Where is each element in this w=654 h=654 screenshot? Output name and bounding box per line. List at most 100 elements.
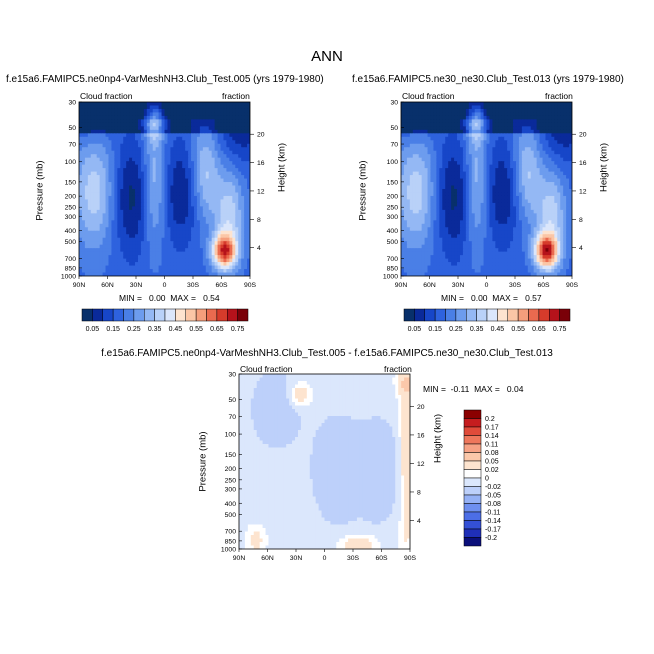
field-cell	[486, 189, 491, 194]
field-cell	[196, 140, 201, 145]
field-cell	[188, 272, 192, 276]
field-cell	[442, 161, 446, 166]
field-cell	[492, 168, 496, 173]
field-cell	[170, 220, 174, 225]
field-cell	[406, 136, 411, 141]
field-cell	[401, 129, 405, 134]
field-cell	[211, 136, 216, 141]
field-cell	[421, 143, 426, 148]
field-cell	[173, 182, 177, 187]
field-cell	[176, 223, 180, 228]
field-cell	[468, 136, 473, 141]
field-cell	[81, 265, 86, 270]
field-cell	[111, 150, 115, 155]
field-cell	[439, 206, 443, 211]
field-cell	[527, 129, 532, 134]
field-cell	[217, 143, 222, 148]
field-cell	[137, 269, 142, 274]
field-cell	[489, 150, 493, 155]
field-cell	[459, 182, 464, 187]
field-cell	[99, 244, 104, 249]
field-cell	[542, 171, 547, 176]
field-cell	[90, 126, 95, 131]
field-cell	[108, 119, 113, 124]
field-cell	[108, 182, 113, 187]
field-cell	[507, 175, 511, 180]
field-cell	[111, 192, 115, 197]
field-cell	[412, 220, 417, 225]
field-cell	[146, 209, 151, 214]
field-cell	[96, 126, 101, 131]
field-cell	[465, 213, 470, 218]
field-cell	[132, 255, 136, 260]
field-cell	[223, 147, 228, 152]
field-cell	[465, 157, 470, 162]
field-cell	[530, 182, 535, 187]
field-cell	[510, 161, 514, 166]
field-cell	[211, 119, 216, 124]
field-cell	[226, 227, 230, 232]
field-cell	[244, 182, 248, 187]
field-cell	[539, 220, 544, 225]
field-cell	[79, 269, 83, 274]
field-cell	[140, 182, 145, 187]
field-cell	[515, 115, 520, 120]
field-cell	[569, 126, 572, 131]
field-cell	[182, 171, 186, 176]
field-cell	[152, 202, 157, 207]
field-cell	[193, 185, 198, 190]
field-cell	[90, 237, 95, 242]
field-cell	[542, 143, 547, 148]
field-cell	[114, 248, 118, 253]
field-cell	[235, 234, 239, 239]
field-cell	[79, 272, 83, 276]
field-cell	[199, 175, 204, 180]
field-cell	[533, 112, 538, 117]
field-cell	[515, 150, 520, 155]
field-cell	[188, 105, 192, 110]
field-cell	[415, 129, 420, 134]
field-cell	[465, 195, 470, 201]
field-cell	[247, 185, 250, 190]
field-cell	[241, 119, 245, 124]
field-cell	[513, 150, 517, 155]
field-cell	[471, 119, 476, 124]
field-cell	[468, 108, 473, 114]
field-cell	[566, 199, 570, 204]
field-cell	[513, 122, 517, 127]
field-cell	[188, 185, 192, 190]
field-cell	[176, 150, 180, 155]
field-cell	[459, 209, 464, 214]
field-cell	[161, 140, 166, 145]
field-cell	[524, 102, 529, 107]
field-cell	[102, 223, 107, 228]
field-cell	[412, 182, 417, 187]
field-cell	[217, 230, 222, 235]
field-cell	[164, 119, 169, 124]
field-cell	[401, 154, 405, 159]
field-cell	[137, 216, 142, 221]
field-cell	[114, 133, 118, 138]
field-cell	[238, 244, 242, 249]
field-cell	[105, 195, 110, 201]
field-cell	[560, 161, 564, 166]
field-cell	[229, 115, 233, 120]
field-cell	[123, 168, 127, 173]
field-cell	[418, 143, 423, 148]
field-cell	[205, 269, 210, 274]
field-cell	[193, 220, 198, 225]
field-cell	[96, 216, 101, 221]
field-cell	[554, 143, 558, 148]
field-cell	[474, 147, 479, 152]
field-cell	[403, 164, 408, 169]
field-cell	[412, 171, 417, 176]
field-cell	[146, 182, 151, 187]
field-cell	[140, 154, 145, 159]
field-cell	[471, 157, 476, 162]
field-cell	[569, 108, 572, 114]
field-cell	[211, 189, 216, 194]
field-cell	[179, 161, 183, 166]
field-cell	[459, 175, 464, 180]
field-cell	[510, 129, 514, 134]
field-cell	[105, 185, 110, 190]
